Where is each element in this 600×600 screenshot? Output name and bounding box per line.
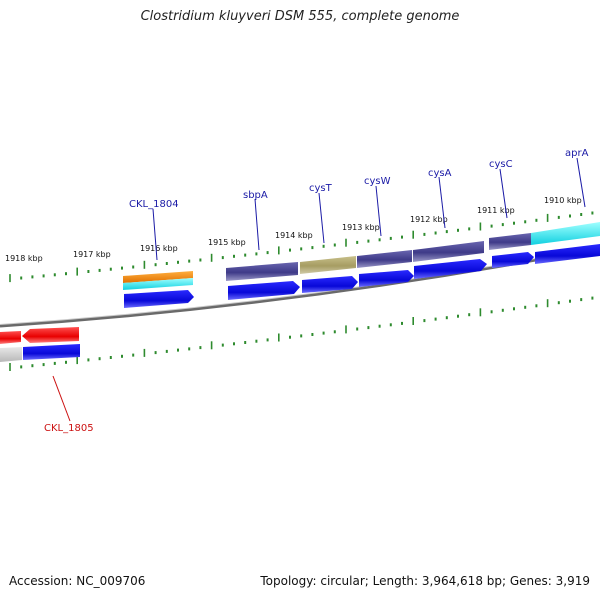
leader-cysW <box>375 185 382 237</box>
accession-text: Accession: NC_009706 <box>9 574 146 588</box>
feature-CKL_1804-cyan-block <box>123 278 193 290</box>
feature-aprA[interactable] <box>531 222 600 264</box>
feature-left-gene[interactable] <box>0 331 22 362</box>
leader-CKL_1804 <box>152 208 158 261</box>
feature-cysT[interactable] <box>300 256 358 293</box>
leader-CKL_1805 <box>52 375 71 422</box>
outer-tick-ring <box>9 211 594 283</box>
gene-label-cysW[interactable]: cysW <box>364 176 391 187</box>
feature-aprA-cyan-block <box>531 222 600 245</box>
scale-label-1912: 1912 kbp <box>410 215 448 224</box>
feature-cysW-gene-arrow <box>359 270 414 287</box>
feature-cysA[interactable] <box>413 241 487 279</box>
gene-label-cysC[interactable]: cysC <box>489 159 513 170</box>
feature-cysA-gene-arrow <box>414 259 487 279</box>
scale-label-1918: 1918 kbp <box>5 254 43 263</box>
feature-sbpA-gene-arrow <box>228 281 300 300</box>
inner-tick-ring <box>9 296 594 371</box>
feature-cysC-operon-block <box>489 233 531 250</box>
feature-cysC[interactable] <box>489 233 534 268</box>
feature-sbpA-operon-block <box>226 262 298 281</box>
scale-label-1917: 1917 kbp <box>73 250 111 259</box>
feature-aprA-gene-arrow <box>535 244 600 264</box>
genome-title: Clostridium kluyveri DSM 555, complete g… <box>140 9 460 24</box>
feature-CKL_1805-gene-block <box>23 344 80 360</box>
feature-left-gene-gray-block <box>0 347 22 362</box>
feature-sbpA[interactable] <box>226 262 300 300</box>
scale-label-1914: 1914 kbp <box>275 231 313 240</box>
feature-cysC-gene-arrow <box>492 252 534 268</box>
feature-cysW[interactable] <box>357 250 414 287</box>
gene-label-cysA[interactable]: cysA <box>428 168 452 179</box>
leader-sbpA <box>254 198 260 251</box>
feature-CKL_1804[interactable] <box>123 271 194 308</box>
scale-label-1915: 1915 kbp <box>208 238 246 247</box>
feature-CKL_1805-arrow <box>22 327 79 343</box>
scale-label-1911: 1911 kbp <box>477 206 515 215</box>
gene-label-cysT[interactable]: cysT <box>309 183 333 194</box>
leader-cysC <box>499 168 508 219</box>
leader-cysT <box>318 192 325 244</box>
feature-CKL_1804-orange-block <box>123 271 193 283</box>
feature-left-gene-red-block <box>0 331 21 344</box>
gene-label-CKL_1805[interactable]: CKL_1805 <box>44 423 94 434</box>
gene-label-aprA[interactable]: aprA <box>565 148 589 159</box>
feature-cysA-operon-block <box>413 241 484 262</box>
feature-cysW-operon-block <box>357 250 412 268</box>
scale-label-1913: 1913 kbp <box>342 223 380 232</box>
leader-aprA <box>576 157 586 208</box>
feature-CKL_1804-gene-arrow <box>124 290 194 308</box>
gene-label-sbpA[interactable]: sbpA <box>243 190 268 201</box>
leader-cysA <box>438 176 446 229</box>
feature-cysT-gene-arrow <box>302 276 358 293</box>
feature-CKL_1805[interactable] <box>22 327 80 360</box>
scale-label-1916: 1916 kbp <box>140 244 178 253</box>
scale-label-1910: 1910 kbp <box>544 196 582 205</box>
feature-cysT-operon-block <box>300 256 356 274</box>
genome-summary-text: Topology: circular; Length: 3,964,618 bp… <box>260 574 590 588</box>
gene-label-CKL_1804[interactable]: CKL_1804 <box>129 199 179 210</box>
